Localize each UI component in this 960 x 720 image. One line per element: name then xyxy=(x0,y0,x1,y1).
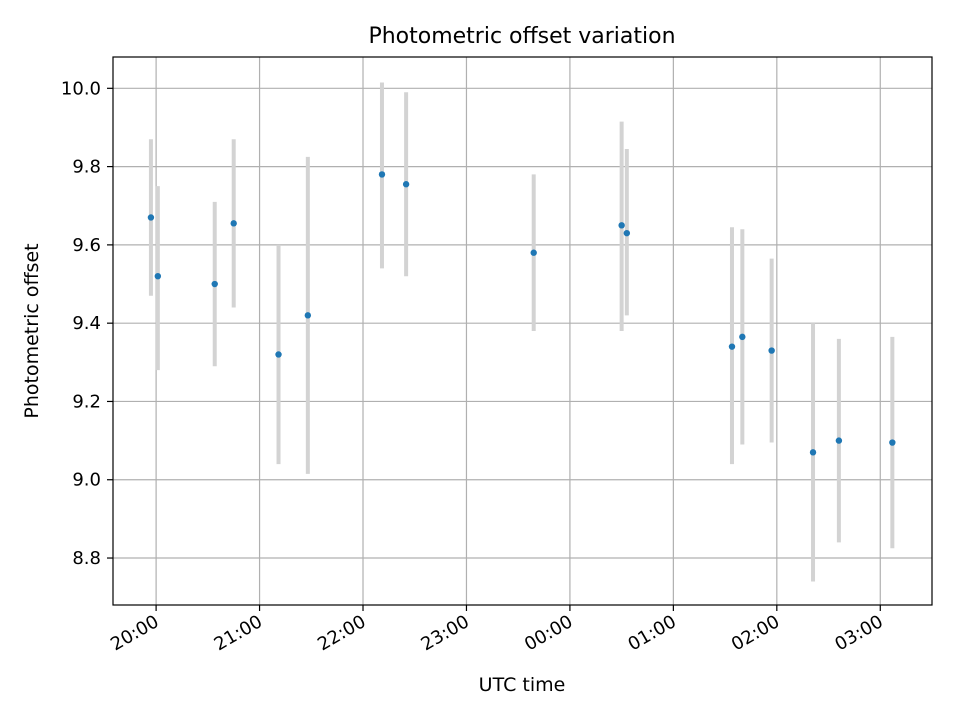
data-point xyxy=(530,249,537,256)
y-axis-ticks: 8.8 9.0 9.2 9.4 9.6 9.8 10.0 xyxy=(61,78,113,569)
data-point xyxy=(618,222,625,229)
data-points xyxy=(147,171,896,456)
data-point xyxy=(889,439,896,446)
data-point xyxy=(728,343,736,350)
data-point xyxy=(154,273,162,280)
y-tick-label: 9.0 xyxy=(72,470,101,491)
x-axis-label: UTC time xyxy=(479,674,566,696)
data-point xyxy=(739,333,746,341)
data-point xyxy=(809,449,817,456)
y-tick-label: 9.6 xyxy=(72,235,101,256)
data-point xyxy=(768,347,775,354)
y-tick-label: 9.4 xyxy=(72,313,101,334)
data-point xyxy=(623,229,631,237)
chart-title: Photometric offset variation xyxy=(368,24,675,49)
data-point xyxy=(230,220,237,227)
data-point xyxy=(835,437,843,444)
y-tick-label: 9.2 xyxy=(72,391,101,412)
data-point xyxy=(147,214,155,221)
plot-frame xyxy=(112,56,933,606)
grid-lines xyxy=(113,57,932,605)
data-point xyxy=(402,181,410,188)
data-point xyxy=(275,351,282,358)
data-point xyxy=(378,171,386,178)
y-tick-label: 8.8 xyxy=(72,548,101,569)
data-point xyxy=(211,280,218,288)
data-point xyxy=(304,312,312,319)
y-tick-label: 9.8 xyxy=(72,157,101,178)
y-tick-label: 10.0 xyxy=(61,78,101,99)
y-axis-label: Photometric offset xyxy=(21,243,43,418)
